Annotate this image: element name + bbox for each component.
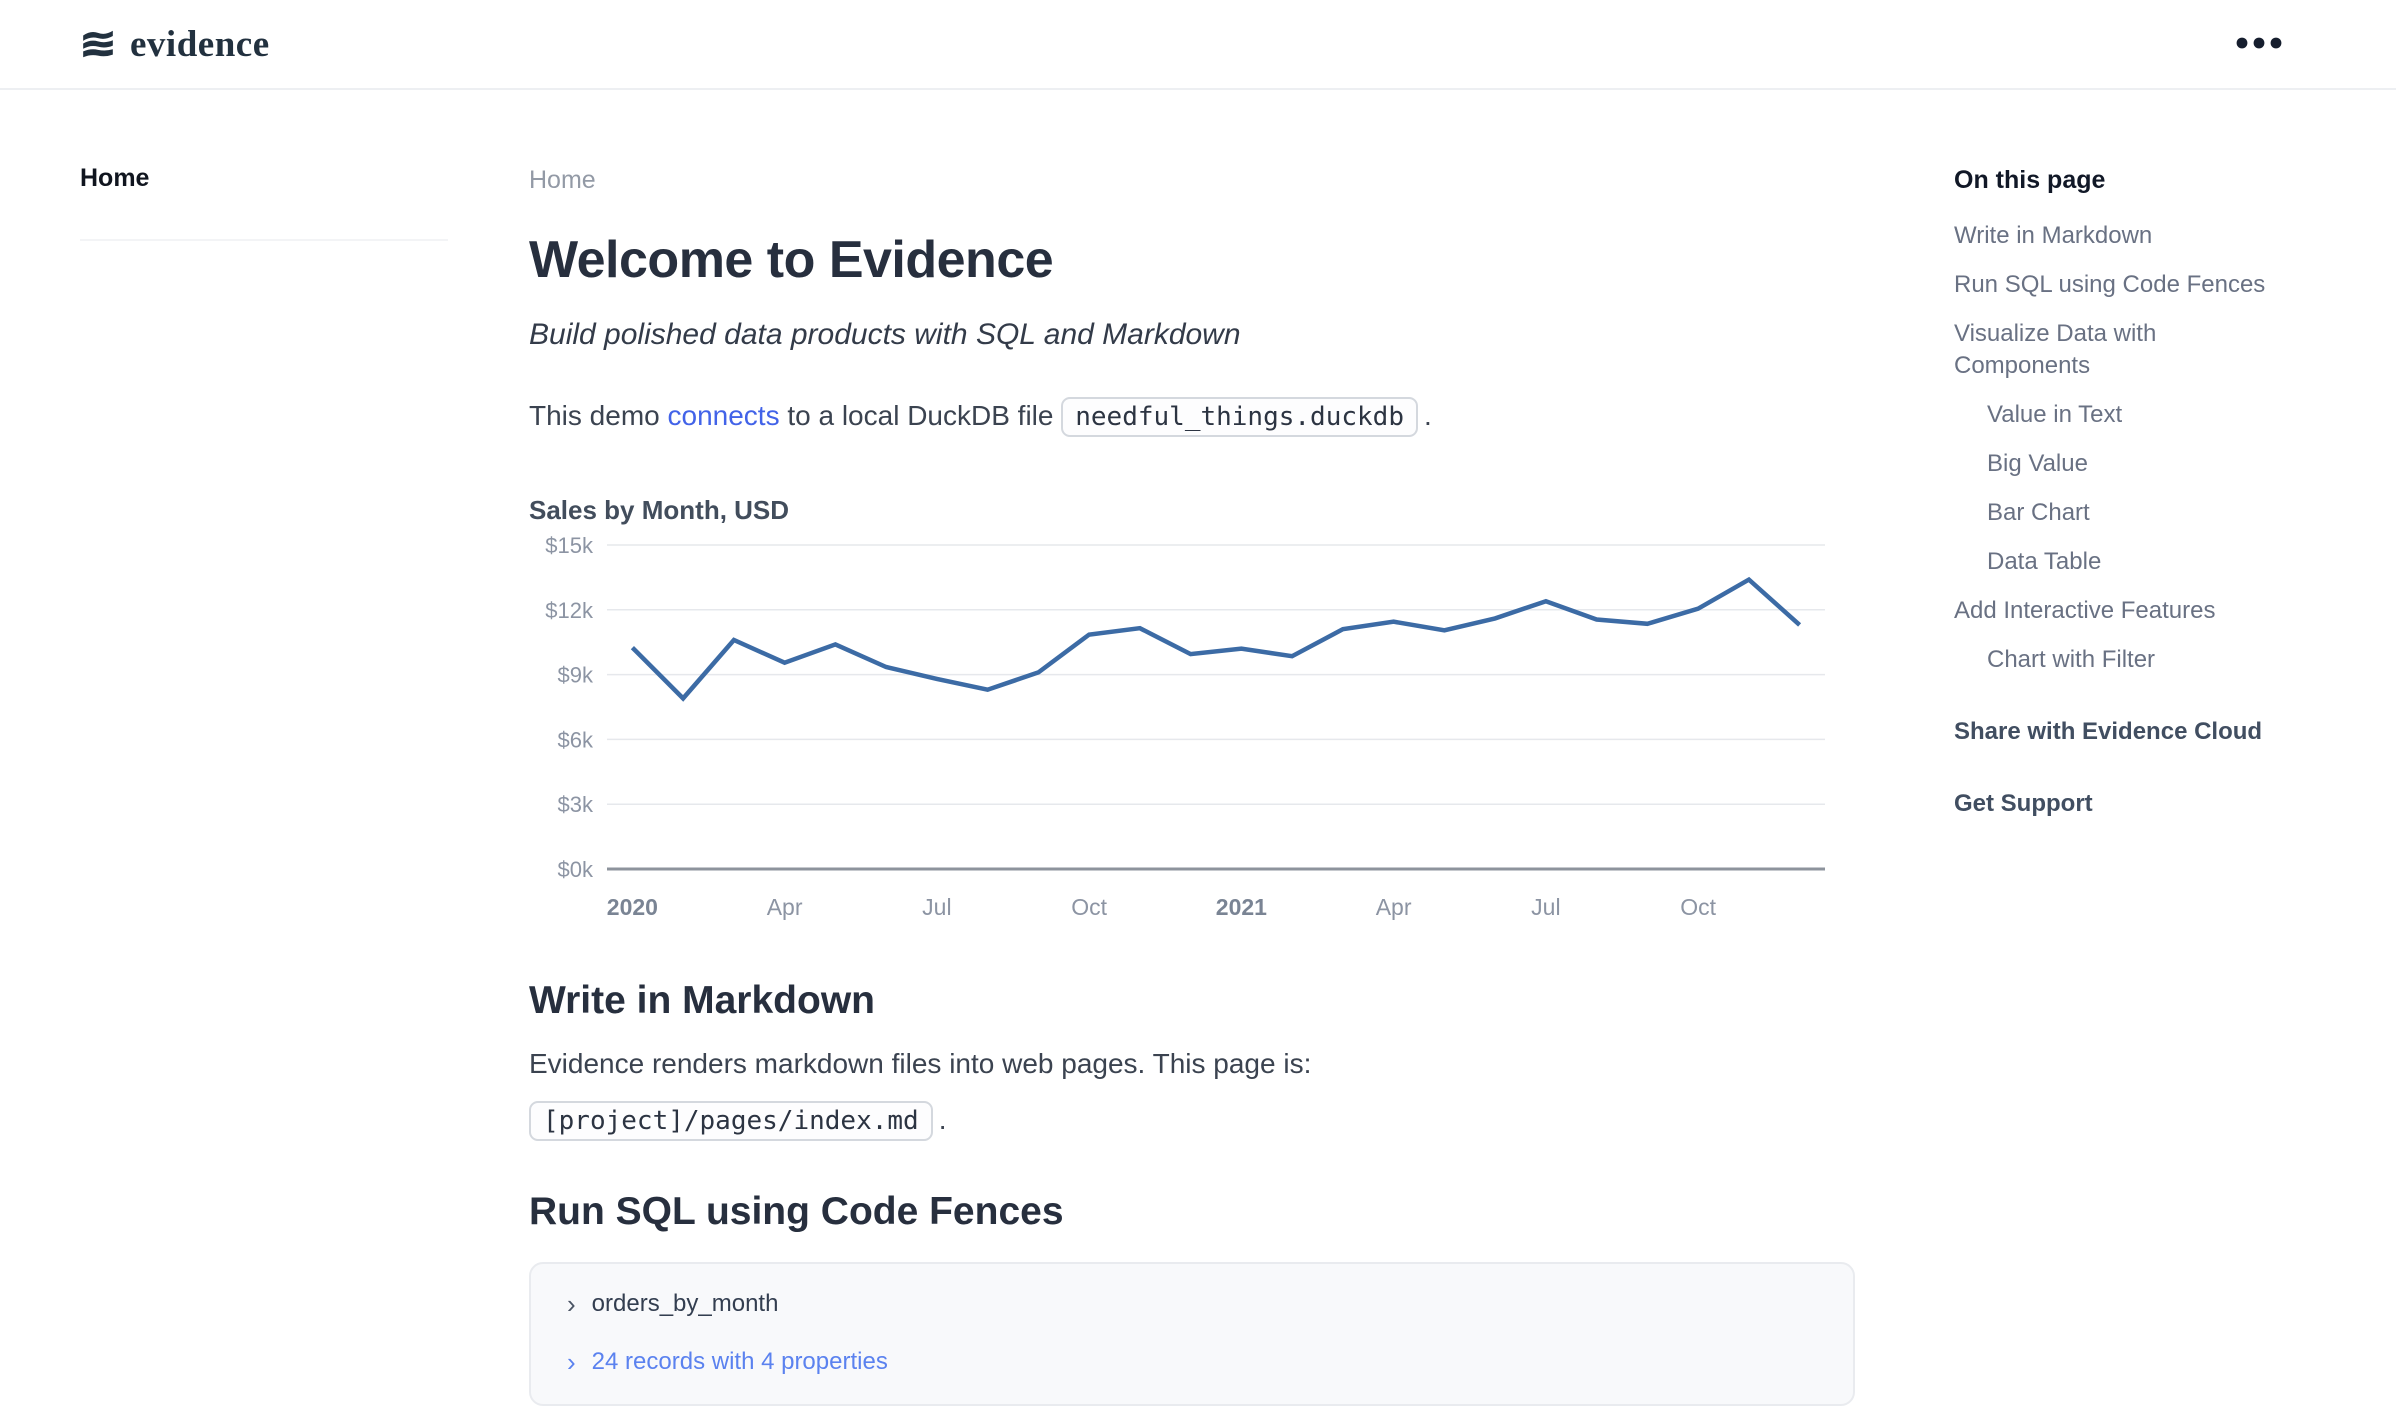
query-panel: › orders_by_month › 24 records with 4 pr… — [529, 1262, 1855, 1406]
x-axis-tick-label: Oct — [1071, 894, 1107, 920]
toc-item[interactable]: Data Table — [1987, 548, 2102, 575]
query-name: orders_by_month — [591, 1290, 779, 1317]
chart-title: Sales by Month, USD — [529, 495, 790, 525]
query-results-label: 24 records with 4 properties — [591, 1348, 888, 1375]
chevron-right-icon: › — [567, 1289, 576, 1319]
x-axis-tick-label: Jul — [922, 894, 951, 920]
toc-item[interactable]: Bar Chart — [1987, 499, 2090, 526]
page-subtitle: Build polished data products with SQL an… — [529, 318, 1241, 351]
query-accordion[interactable]: › orders_by_month — [567, 1288, 1817, 1320]
toc-item[interactable]: Write in Markdown — [1954, 222, 2153, 249]
intro-text-pre: This demo — [529, 400, 668, 431]
sales-line-chart[interactable]: $0k $3k $6k $9k $12k $15k 2020 Apr Jul Oct 2021 Apr… — [529, 533, 1855, 933]
main-content: Home Welcome to Evidence Build polished … — [529, 90, 1855, 1406]
query-results-link[interactable]: › 24 records with 4 properties — [567, 1346, 1817, 1378]
toc-item[interactable]: Big Value — [1987, 450, 2088, 477]
section-heading-markdown: Write in Markdown — [529, 979, 875, 1022]
breadcrumb[interactable]: Home — [529, 166, 596, 194]
index-md-code: [project]/pages/index.md — [529, 1101, 933, 1141]
intro-paragraph: This demo connects to a local DuckDB fil… — [529, 396, 1855, 437]
x-axis-tick-label: Jul — [1531, 894, 1560, 920]
toc-list: Write in Markdown Run SQL using Code Fenc… — [1954, 220, 2294, 820]
intro-period: . — [1423, 400, 1432, 431]
duckdb-file-code: needful_things.duckdb — [1061, 397, 1418, 437]
left-sidebar: Home — [0, 90, 529, 241]
ellipsis-icon — [2236, 37, 2282, 48]
page-title: Welcome to Evidence — [529, 231, 1054, 289]
x-axis-tick-label: 2021 — [1216, 894, 1267, 920]
markdown-period: . — [938, 1104, 947, 1135]
logo-wordmark: evidence — [130, 23, 270, 65]
x-axis-tick-label: Apr — [767, 894, 803, 920]
toc-heading: On this page — [1954, 166, 2106, 194]
sales-chart-figure: Sales by Month, USD $0k $3k $6k $9k $12k $15k… — [529, 493, 1855, 933]
toc-item[interactable]: Visualize Data with Components — [1954, 320, 2157, 379]
y-axis-tick-label: $15k — [545, 533, 594, 558]
y-axis-tick-label: $3k — [558, 792, 594, 817]
evidence-logo-icon — [83, 30, 113, 58]
toc-item[interactable]: Get Support — [1954, 790, 2093, 817]
x-axis-tick-label: Apr — [1376, 894, 1412, 920]
y-axis-tick-label: $9k — [558, 663, 594, 688]
x-axis-tick-label: Oct — [1680, 894, 1716, 920]
toc-item[interactable]: Run SQL using Code Fences — [1954, 271, 2266, 298]
sidebar-divider — [80, 239, 448, 241]
sales-series-line — [630, 576, 1802, 702]
connects-link[interactable]: connects — [667, 400, 780, 431]
markdown-paragraph: Evidence renders markdown files into web… — [529, 1048, 1312, 1079]
markdown-path-line: [project]/pages/index.md. — [529, 1097, 1855, 1144]
overflow-menu-button[interactable] — [2226, 27, 2292, 62]
app-header: evidence — [0, 0, 2396, 90]
y-axis-tick-label: $6k — [558, 727, 594, 752]
x-axis-tick-label: 2020 — [607, 894, 658, 920]
y-axis-tick-label: $12k — [545, 598, 594, 623]
section-heading-sql: Run SQL using Code Fences — [529, 1190, 1064, 1233]
page-body: Home Home Welcome to Evidence Build poli… — [0, 90, 2396, 1406]
intro-text-mid: to a local DuckDB file — [779, 400, 1062, 431]
y-axis-tick-label: $0k — [558, 857, 594, 882]
on-this-page-panel: On this page Write in Markdown Run SQL us… — [1954, 90, 2294, 837]
toc-item[interactable]: Chart with Filter — [1987, 646, 2156, 673]
chevron-right-icon: › — [567, 1347, 576, 1377]
app-logo[interactable]: evidence — [80, 23, 270, 66]
toc-item[interactable]: Value in Text — [1987, 401, 2123, 428]
sidebar-item-home[interactable]: Home — [80, 164, 150, 192]
toc-item[interactable]: Share with Evidence Cloud — [1954, 718, 2263, 745]
toc-item[interactable]: Add Interactive Features — [1954, 597, 2216, 624]
